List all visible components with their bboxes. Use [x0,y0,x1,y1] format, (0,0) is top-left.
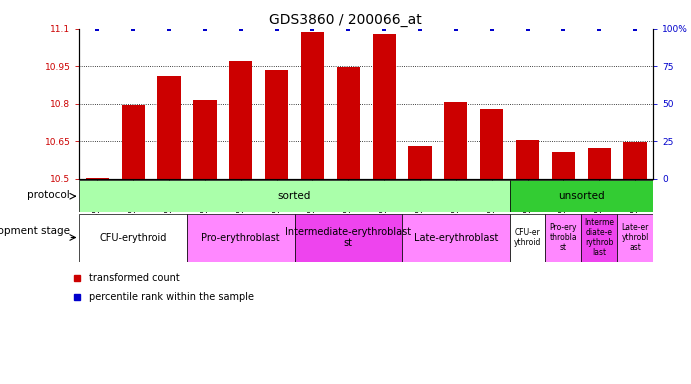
Text: Pro-ery
throbla
st: Pro-ery throbla st [549,223,577,252]
Text: Late-er
ythrobl
ast: Late-er ythrobl ast [621,223,649,252]
Bar [193,100,216,179]
Bar [551,152,575,179]
Bar [265,70,288,179]
Bar [372,34,396,179]
Text: Interme
diate-e
rythrob
last: Interme diate-e rythrob last [584,218,614,257]
Bar [408,146,432,179]
Bar [86,178,109,179]
Bar [587,148,611,179]
Text: CFU-erythroid: CFU-erythroid [100,232,167,243]
Text: percentile rank within the sample: percentile rank within the sample [89,292,254,302]
Text: Late-erythroblast: Late-erythroblast [414,232,498,243]
Bar [581,214,617,262]
Bar [480,109,503,179]
Text: Intermediate-erythroblast
st: Intermediate-erythroblast st [285,227,411,248]
Text: CFU-er
ythroid: CFU-er ythroid [514,228,541,247]
Bar [509,180,653,212]
Bar [187,214,294,262]
Text: GDS3860 / 200066_at: GDS3860 / 200066_at [269,13,422,27]
Text: sorted: sorted [278,191,311,201]
Text: unsorted: unsorted [558,191,605,201]
Bar [158,76,181,179]
Bar [617,214,653,262]
Bar [545,214,581,262]
Bar [337,68,360,179]
Text: development stage: development stage [0,225,70,235]
Bar [516,140,539,179]
Bar [122,105,145,179]
Bar [509,214,545,262]
Bar [623,142,647,179]
Bar [79,180,509,212]
Bar [402,214,509,262]
Text: protocol: protocol [27,190,70,200]
Bar [301,32,324,179]
Text: Pro-erythroblast: Pro-erythroblast [202,232,280,243]
Bar [444,103,468,179]
Bar [229,61,252,179]
Bar [79,214,187,262]
Bar [294,214,402,262]
Text: transformed count: transformed count [89,273,180,283]
